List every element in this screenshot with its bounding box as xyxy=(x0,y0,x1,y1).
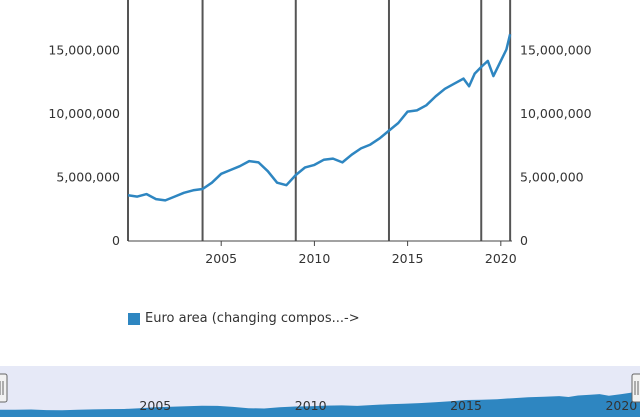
y-tick-right-label: 10,000,000 xyxy=(520,106,592,121)
y-axis-left: 0 5,000,000 10,000,000 15,000,000 xyxy=(48,43,120,248)
legend-swatch xyxy=(128,312,140,325)
navigator-x-axis: 2005 2010 2015 2020 xyxy=(139,398,637,413)
legend[interactable]: Euro area (changing compos...-> xyxy=(128,311,360,326)
navigator-right-handle[interactable] xyxy=(631,373,640,403)
y-tick-left-label: 15,000,000 xyxy=(48,43,120,58)
series-line-euro-area[interactable] xyxy=(127,33,512,202)
x-axis: 2005 2010 2015 2020 xyxy=(205,241,517,266)
navigator-area xyxy=(0,391,640,417)
navigator[interactable]: 2005 2010 2015 2020 xyxy=(0,366,640,417)
x-tick-label: 2020 xyxy=(485,251,517,266)
x-tick-label: 2010 xyxy=(299,251,331,266)
y-tick-left-label: 0 xyxy=(112,233,120,248)
navigator-x-tick-label: 2020 xyxy=(605,398,637,413)
x-tick-label: 2005 xyxy=(205,251,237,266)
navigator-x-tick-label: 2005 xyxy=(139,398,171,413)
y-tick-right-label: 0 xyxy=(520,233,528,248)
legend-label: Euro area (changing compos...-> xyxy=(145,311,360,326)
main-chart: 0 5,000,000 10,000,000 15,000,000 0 5,000,00… xyxy=(48,0,592,266)
navigator-left-handle[interactable] xyxy=(0,373,8,403)
y-tick-right-label: 15,000,000 xyxy=(520,43,592,58)
y-axis-right: 0 5,000,000 10,000,000 15,000,000 xyxy=(520,43,592,248)
event-lines xyxy=(127,0,512,241)
x-tick-label: 2015 xyxy=(392,251,424,266)
navigator-x-tick-label: 2015 xyxy=(450,398,482,413)
navigator-x-tick-label: 2010 xyxy=(295,398,327,413)
y-tick-left-label: 10,000,000 xyxy=(48,106,120,121)
y-tick-left-label: 5,000,000 xyxy=(56,170,120,185)
y-tick-right-label: 5,000,000 xyxy=(520,170,584,185)
